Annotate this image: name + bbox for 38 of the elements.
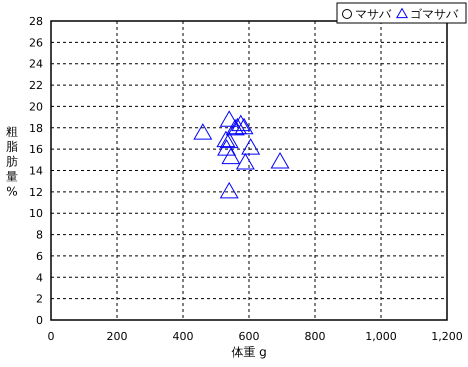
legend-label: ゴマサバ [410, 7, 459, 21]
point [234, 118, 254, 134]
point [220, 110, 238, 127]
y-tick-label: 28 [29, 15, 43, 28]
x-tick-label: 600 [238, 330, 260, 343]
y-tick-label: 10 [29, 207, 43, 220]
y-tick-label: 22 [29, 79, 43, 92]
y-tick-label: 14 [29, 164, 43, 178]
y-tick-label: 24 [29, 58, 43, 71]
point [242, 138, 260, 155]
y-tick-label: 26 [29, 36, 43, 50]
y-axis-title: 粗脂肪量% [6, 124, 18, 198]
point [220, 182, 238, 198]
x-tick-label: 400 [172, 330, 194, 343]
point [236, 154, 254, 170]
x-tick-label: 0 [48, 330, 54, 343]
x-tick-label: 1,200 [431, 330, 463, 343]
x-tick-label: 200 [106, 330, 128, 343]
point [217, 140, 236, 156]
x-tick-label: 800 [304, 330, 326, 343]
y-tick-label: 16 [29, 143, 43, 156]
y-tick-label: 0 [36, 314, 43, 327]
legend-label: マサバ [355, 7, 392, 21]
y-tick-label: 2 [36, 292, 43, 306]
x-tick-label: 1,000 [365, 330, 397, 343]
x-axis-title: 体重 g [231, 345, 267, 359]
point [216, 131, 236, 148]
point [232, 115, 250, 132]
point [194, 124, 212, 140]
y-tick-label: 20 [29, 100, 43, 114]
y-tick-label: 6 [36, 250, 43, 263]
y-tick-label: 8 [36, 228, 43, 242]
y-tick-label: 18 [29, 122, 43, 135]
point [220, 132, 238, 148]
y-tick-label: 12 [29, 186, 43, 199]
point [222, 148, 240, 164]
y-tick-label: 4 [36, 271, 43, 284]
point [270, 152, 290, 168]
